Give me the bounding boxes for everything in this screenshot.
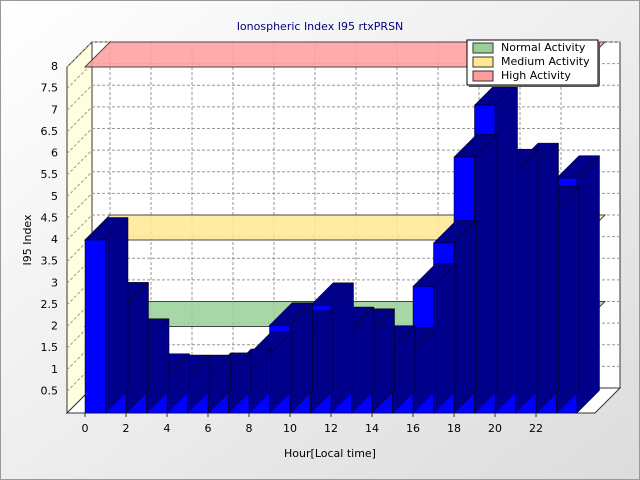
x-tick-label: 18: [447, 422, 461, 435]
grid-line: [66, 149, 93, 176]
grid-line: [66, 214, 93, 241]
grid-line: [66, 257, 93, 284]
grid-line: [66, 84, 93, 111]
x-tick-label: 6: [205, 422, 212, 435]
y-tick-label: 2.5: [41, 298, 59, 311]
bar-front: [84, 239, 106, 414]
x-tick-label: 22: [529, 422, 543, 435]
grid-line: [66, 366, 93, 392]
bar-side: [535, 142, 559, 414]
y-tick-label: 6.5: [41, 125, 59, 138]
legend-label: Medium Activity: [501, 55, 590, 68]
grid-line: [66, 128, 93, 154]
legend-swatch: [472, 56, 494, 68]
legend-swatch: [472, 70, 494, 82]
grid-line: [66, 41, 93, 68]
x-tick-label: 16: [406, 422, 420, 435]
x-tick-label: 0: [82, 422, 89, 435]
grid-line: [66, 171, 93, 198]
bar: [84, 216, 129, 414]
y-tick-label: 8: [51, 60, 58, 73]
grid-line: [66, 236, 93, 262]
y-tick-label: 7.5: [41, 82, 59, 95]
legend-swatch: [472, 42, 494, 54]
x-tick-label: 2: [123, 422, 130, 435]
bar-side: [556, 185, 580, 414]
bar-side: [105, 216, 129, 414]
grid-line: [66, 279, 93, 306]
chart-title: Ionospheric Index I95 rtxPRSN: [237, 20, 404, 33]
bar-side: [515, 148, 539, 414]
y-tick-label: 7: [51, 103, 58, 116]
grid-line: [66, 106, 93, 133]
y-tick-label: 5: [51, 190, 58, 203]
x-tick-label: 20: [488, 422, 502, 435]
bar-side: [494, 81, 518, 414]
bar-side: [330, 282, 354, 414]
grid-line: [66, 193, 93, 219]
x-tick-label: 4: [164, 422, 171, 435]
bar-side: [453, 219, 477, 414]
grid-line: [66, 322, 93, 349]
y-tick-label: 3: [51, 276, 58, 289]
x-tick-label: 12: [324, 422, 338, 435]
grid-line: [66, 63, 93, 89]
bar-side: [576, 155, 600, 414]
bar-side: [125, 281, 149, 414]
y-axis-label: I95 Index: [21, 214, 34, 266]
y-tick-label: 6: [51, 147, 58, 160]
bar-side: [433, 263, 457, 414]
y-tick-label: 4.5: [41, 211, 59, 224]
y-tick-label: 1.5: [41, 341, 59, 354]
legend-label: High Activity: [501, 69, 571, 82]
y-tick-label: 4: [51, 233, 58, 246]
grid-line: [66, 301, 93, 327]
y-tick-label: 3.5: [41, 255, 59, 268]
x-tick-label: 10: [283, 422, 297, 435]
y-tick-label: 2: [51, 320, 58, 333]
x-tick-label: 14: [365, 422, 379, 435]
legend-label: Normal Activity: [501, 41, 586, 54]
x-axis-label: Hour[Local time]: [284, 447, 376, 460]
y-tick-label: 0.5: [41, 384, 59, 397]
bar-side: [474, 133, 498, 414]
y-tick-label: 1: [51, 363, 58, 376]
x-tick-label: 8: [246, 422, 253, 435]
y-tick-label: 5.5: [41, 168, 59, 181]
grid-line: [66, 344, 93, 371]
